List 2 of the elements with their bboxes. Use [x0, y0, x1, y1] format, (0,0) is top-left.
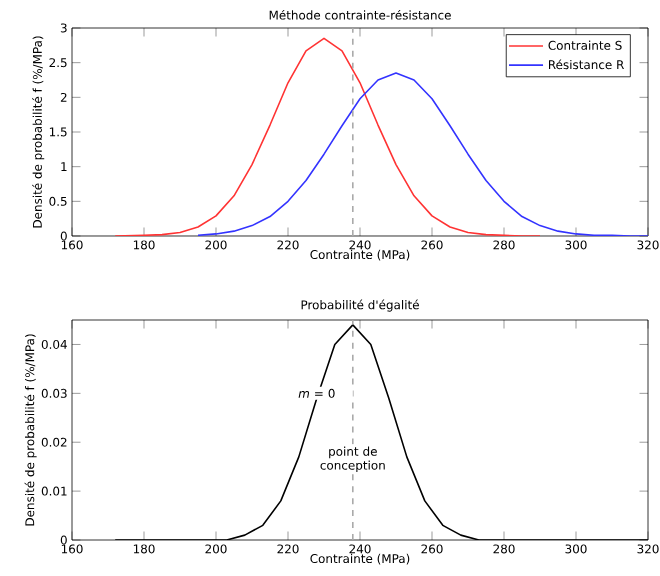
- line-series: [197, 72, 649, 236]
- line-series: [114, 37, 541, 236]
